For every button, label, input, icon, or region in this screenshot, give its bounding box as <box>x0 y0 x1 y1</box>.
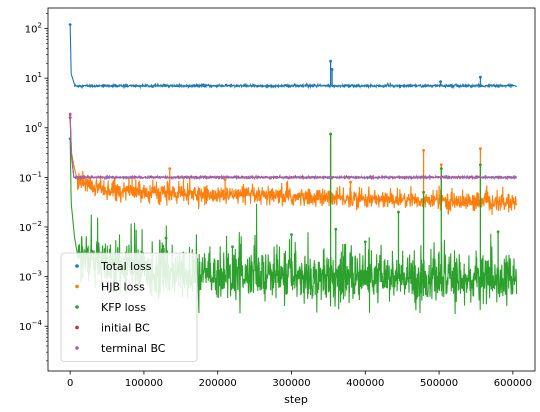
y-tick-label: 10−3 <box>19 270 42 284</box>
x-tick-label: 300000 <box>272 378 310 389</box>
spike-point <box>397 210 400 214</box>
legend-label: terminal BC <box>101 342 166 355</box>
start-point <box>68 23 72 27</box>
y-tick-label: 10−1 <box>19 170 42 184</box>
spike-point <box>422 190 425 194</box>
y-axis-ticks: 10−4 10−3 10−2 10−1 100 101 102 <box>19 13 48 362</box>
x-axis-ticks: 0 100000 200000 300000 400000 500000 600000 <box>67 371 532 389</box>
legend-marker <box>75 264 79 268</box>
series-initial-bc <box>68 116 518 181</box>
spike-point <box>478 147 482 151</box>
x-tick-label: 200000 <box>199 378 237 389</box>
spike-point <box>496 230 500 234</box>
spike-point <box>478 75 482 79</box>
series-line <box>69 117 518 181</box>
legend-marker <box>75 305 79 309</box>
x-tick-label: 400000 <box>346 378 384 389</box>
x-tick-label: 100000 <box>125 378 163 389</box>
series-terminal-bc <box>68 112 517 181</box>
x-tick-label: 0 <box>67 378 73 389</box>
series-line <box>69 115 518 216</box>
legend-label: initial BC <box>101 322 150 335</box>
legend-label: HJB loss <box>101 281 145 294</box>
spike-point <box>422 149 425 152</box>
spike-point <box>439 167 443 171</box>
legend-box <box>60 252 198 362</box>
spike-point <box>290 233 293 237</box>
spike-point <box>363 240 367 244</box>
y-tick-label: 100 <box>25 121 42 135</box>
legend-label: Total loss <box>100 260 152 273</box>
series-total-loss <box>68 23 517 90</box>
spike-point <box>164 236 168 240</box>
spike-point <box>329 132 333 136</box>
start-point <box>68 112 72 116</box>
spike-point <box>330 68 334 71</box>
x-tick-label: 600000 <box>494 378 532 389</box>
series-hjb-loss <box>68 113 518 216</box>
series-line <box>69 24 517 90</box>
y-tick-label: 102 <box>25 22 42 36</box>
legend-marker <box>75 284 79 289</box>
spike-point <box>223 178 227 182</box>
x-tick-label: 500000 <box>420 378 458 389</box>
x-axis-label: step <box>284 393 308 406</box>
legend: Total loss HJB loss KFP loss initial BC term… <box>60 252 198 362</box>
spike-point <box>349 180 352 184</box>
spike-point <box>439 163 443 167</box>
spike-point <box>329 59 333 63</box>
spike-point <box>439 80 442 84</box>
y-tick-label: 101 <box>25 71 42 85</box>
y-tick-label: 10−2 <box>19 220 42 234</box>
legend-marker <box>75 346 79 350</box>
plot-area <box>47 7 536 372</box>
y-tick-label: 10−4 <box>19 319 43 333</box>
spike-point <box>334 227 338 231</box>
legend-label: KFP loss <box>101 301 146 314</box>
spike-point <box>231 245 234 249</box>
series-line <box>69 114 517 181</box>
spike-point <box>478 163 482 167</box>
spike-point <box>168 167 172 171</box>
legend-marker <box>75 325 79 330</box>
